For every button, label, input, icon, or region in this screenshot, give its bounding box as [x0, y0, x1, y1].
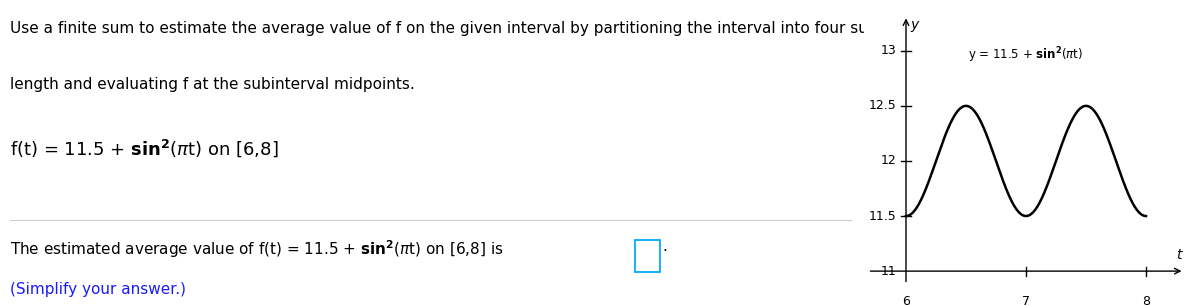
- Text: 12: 12: [881, 155, 896, 167]
- Text: 7: 7: [1022, 295, 1030, 306]
- Text: 11: 11: [881, 265, 896, 278]
- FancyBboxPatch shape: [635, 240, 660, 272]
- Text: (Simplify your answer.): (Simplify your answer.): [11, 282, 186, 297]
- Text: The estimated average value of f(t) = 11.5 + $\mathbf{sin}^{\mathbf{2}}$($\pi$t): The estimated average value of f(t) = 11…: [11, 239, 504, 260]
- Text: 13: 13: [881, 44, 896, 57]
- Text: Use a finite sum to estimate the average value of f on the given interval by par: Use a finite sum to estimate the average…: [11, 21, 1012, 36]
- Text: f(t) = 11.5 + $\mathbf{sin}^{\mathbf{2}}$($\pi$t) on [6,8]: f(t) = 11.5 + $\mathbf{sin}^{\mathbf{2}}…: [11, 138, 278, 159]
- Text: 11.5: 11.5: [869, 210, 896, 222]
- Text: .: .: [662, 239, 667, 254]
- Text: 12.5: 12.5: [869, 99, 896, 112]
- Text: y: y: [911, 18, 919, 32]
- Text: length and evaluating f at the subinterval midpoints.: length and evaluating f at the subinterv…: [11, 76, 415, 91]
- Text: 8: 8: [1142, 295, 1150, 306]
- Text: 6: 6: [902, 295, 910, 306]
- Text: y = 11.5 + $\mathbf{sin}^{\mathbf{2}}$($\pi$t): y = 11.5 + $\mathbf{sin}^{\mathbf{2}}$($…: [968, 45, 1084, 65]
- Text: t: t: [1176, 248, 1182, 262]
